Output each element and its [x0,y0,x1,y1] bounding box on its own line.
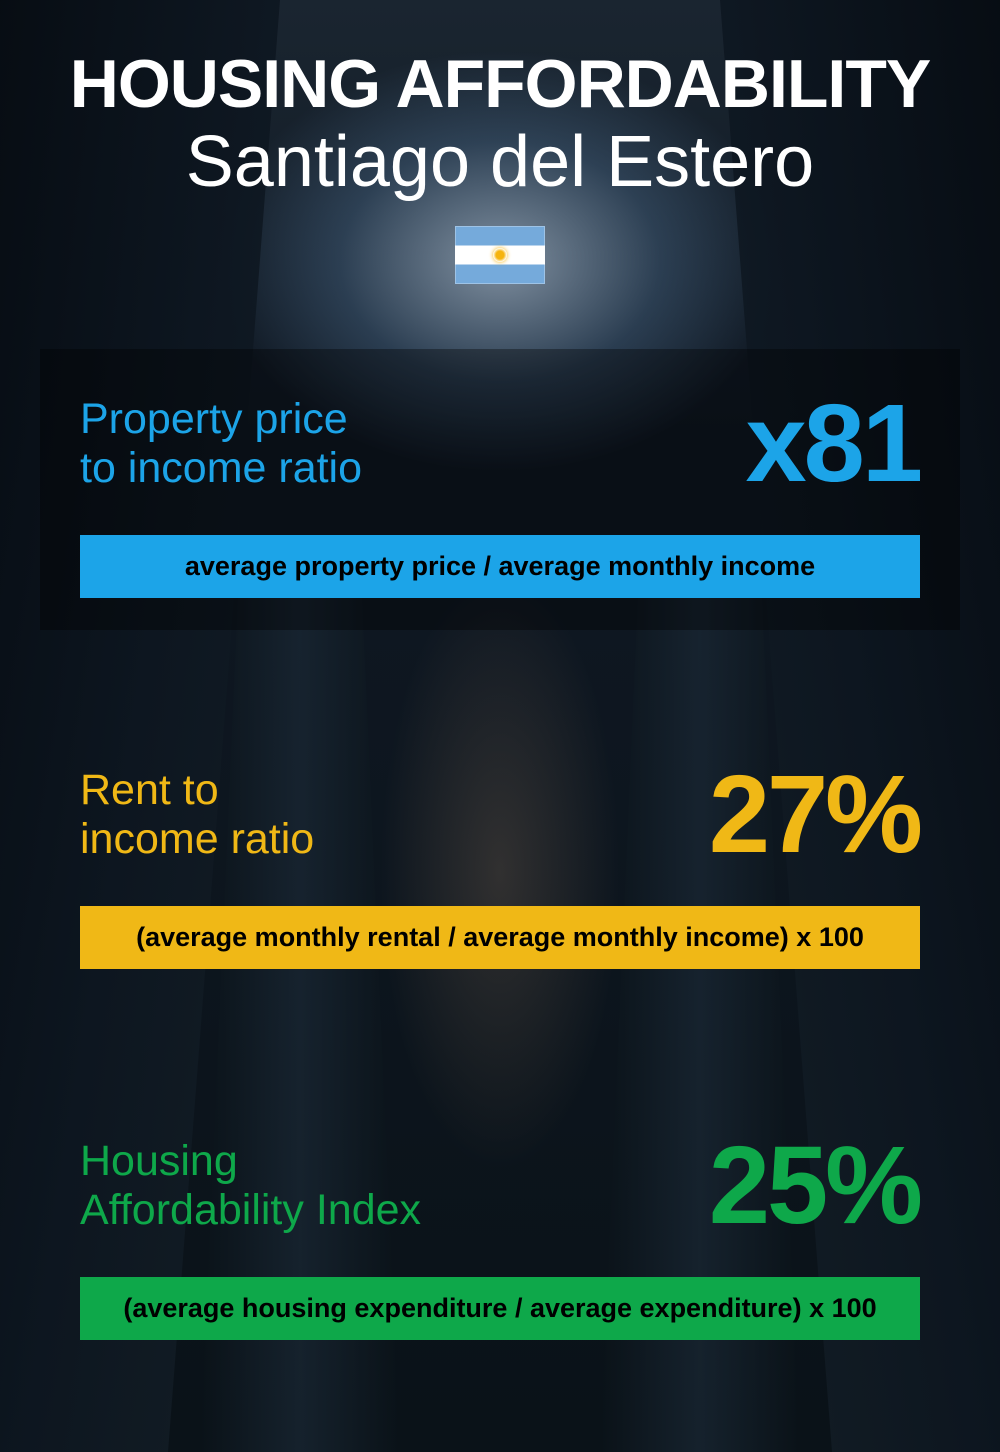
metric-panel-rent: Rent to income ratio 27% (average monthl… [40,720,960,1001]
metric-value: 25% [709,1131,920,1241]
metric-label: Rent to income ratio [80,766,314,865]
page-subtitle: Santiago del Estero [40,126,960,198]
metric-row: Rent to income ratio 27% [80,760,920,870]
metric-label: Property price to income ratio [80,395,362,494]
metric-value: 27% [709,760,920,870]
metric-row: Housing Affordability Index 25% [80,1131,920,1241]
metric-row: Property price to income ratio x81 [80,389,920,499]
formula-bar: (average housing expenditure / average e… [80,1277,920,1340]
formula-bar: (average monthly rental / average monthl… [80,906,920,969]
page-title: HOUSING AFFORDABILITY [40,50,960,118]
metric-panel-affordability-index: Housing Affordability Index 25% (average… [40,1091,960,1372]
content-container: HOUSING AFFORDABILITY Santiago del Ester… [0,0,1000,1452]
metric-label: Housing Affordability Index [80,1137,421,1236]
formula-bar: average property price / average monthly… [80,535,920,598]
argentina-flag-icon [455,226,545,284]
metric-panel-property-price: Property price to income ratio x81 avera… [40,349,960,630]
flag-container [40,226,960,289]
metric-value: x81 [745,389,920,499]
